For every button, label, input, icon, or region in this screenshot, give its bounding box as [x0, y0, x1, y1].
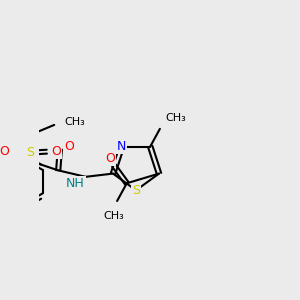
- Text: CH₃: CH₃: [64, 117, 85, 127]
- Text: S: S: [132, 184, 140, 197]
- Text: N: N: [117, 140, 127, 153]
- Text: O: O: [0, 145, 9, 158]
- Text: NH: NH: [66, 177, 85, 190]
- Text: CH₃: CH₃: [166, 113, 187, 123]
- Text: O: O: [105, 152, 115, 165]
- Text: O: O: [51, 145, 61, 158]
- Text: CH₃: CH₃: [103, 211, 124, 221]
- Text: O: O: [64, 140, 74, 153]
- Text: S: S: [26, 146, 34, 159]
